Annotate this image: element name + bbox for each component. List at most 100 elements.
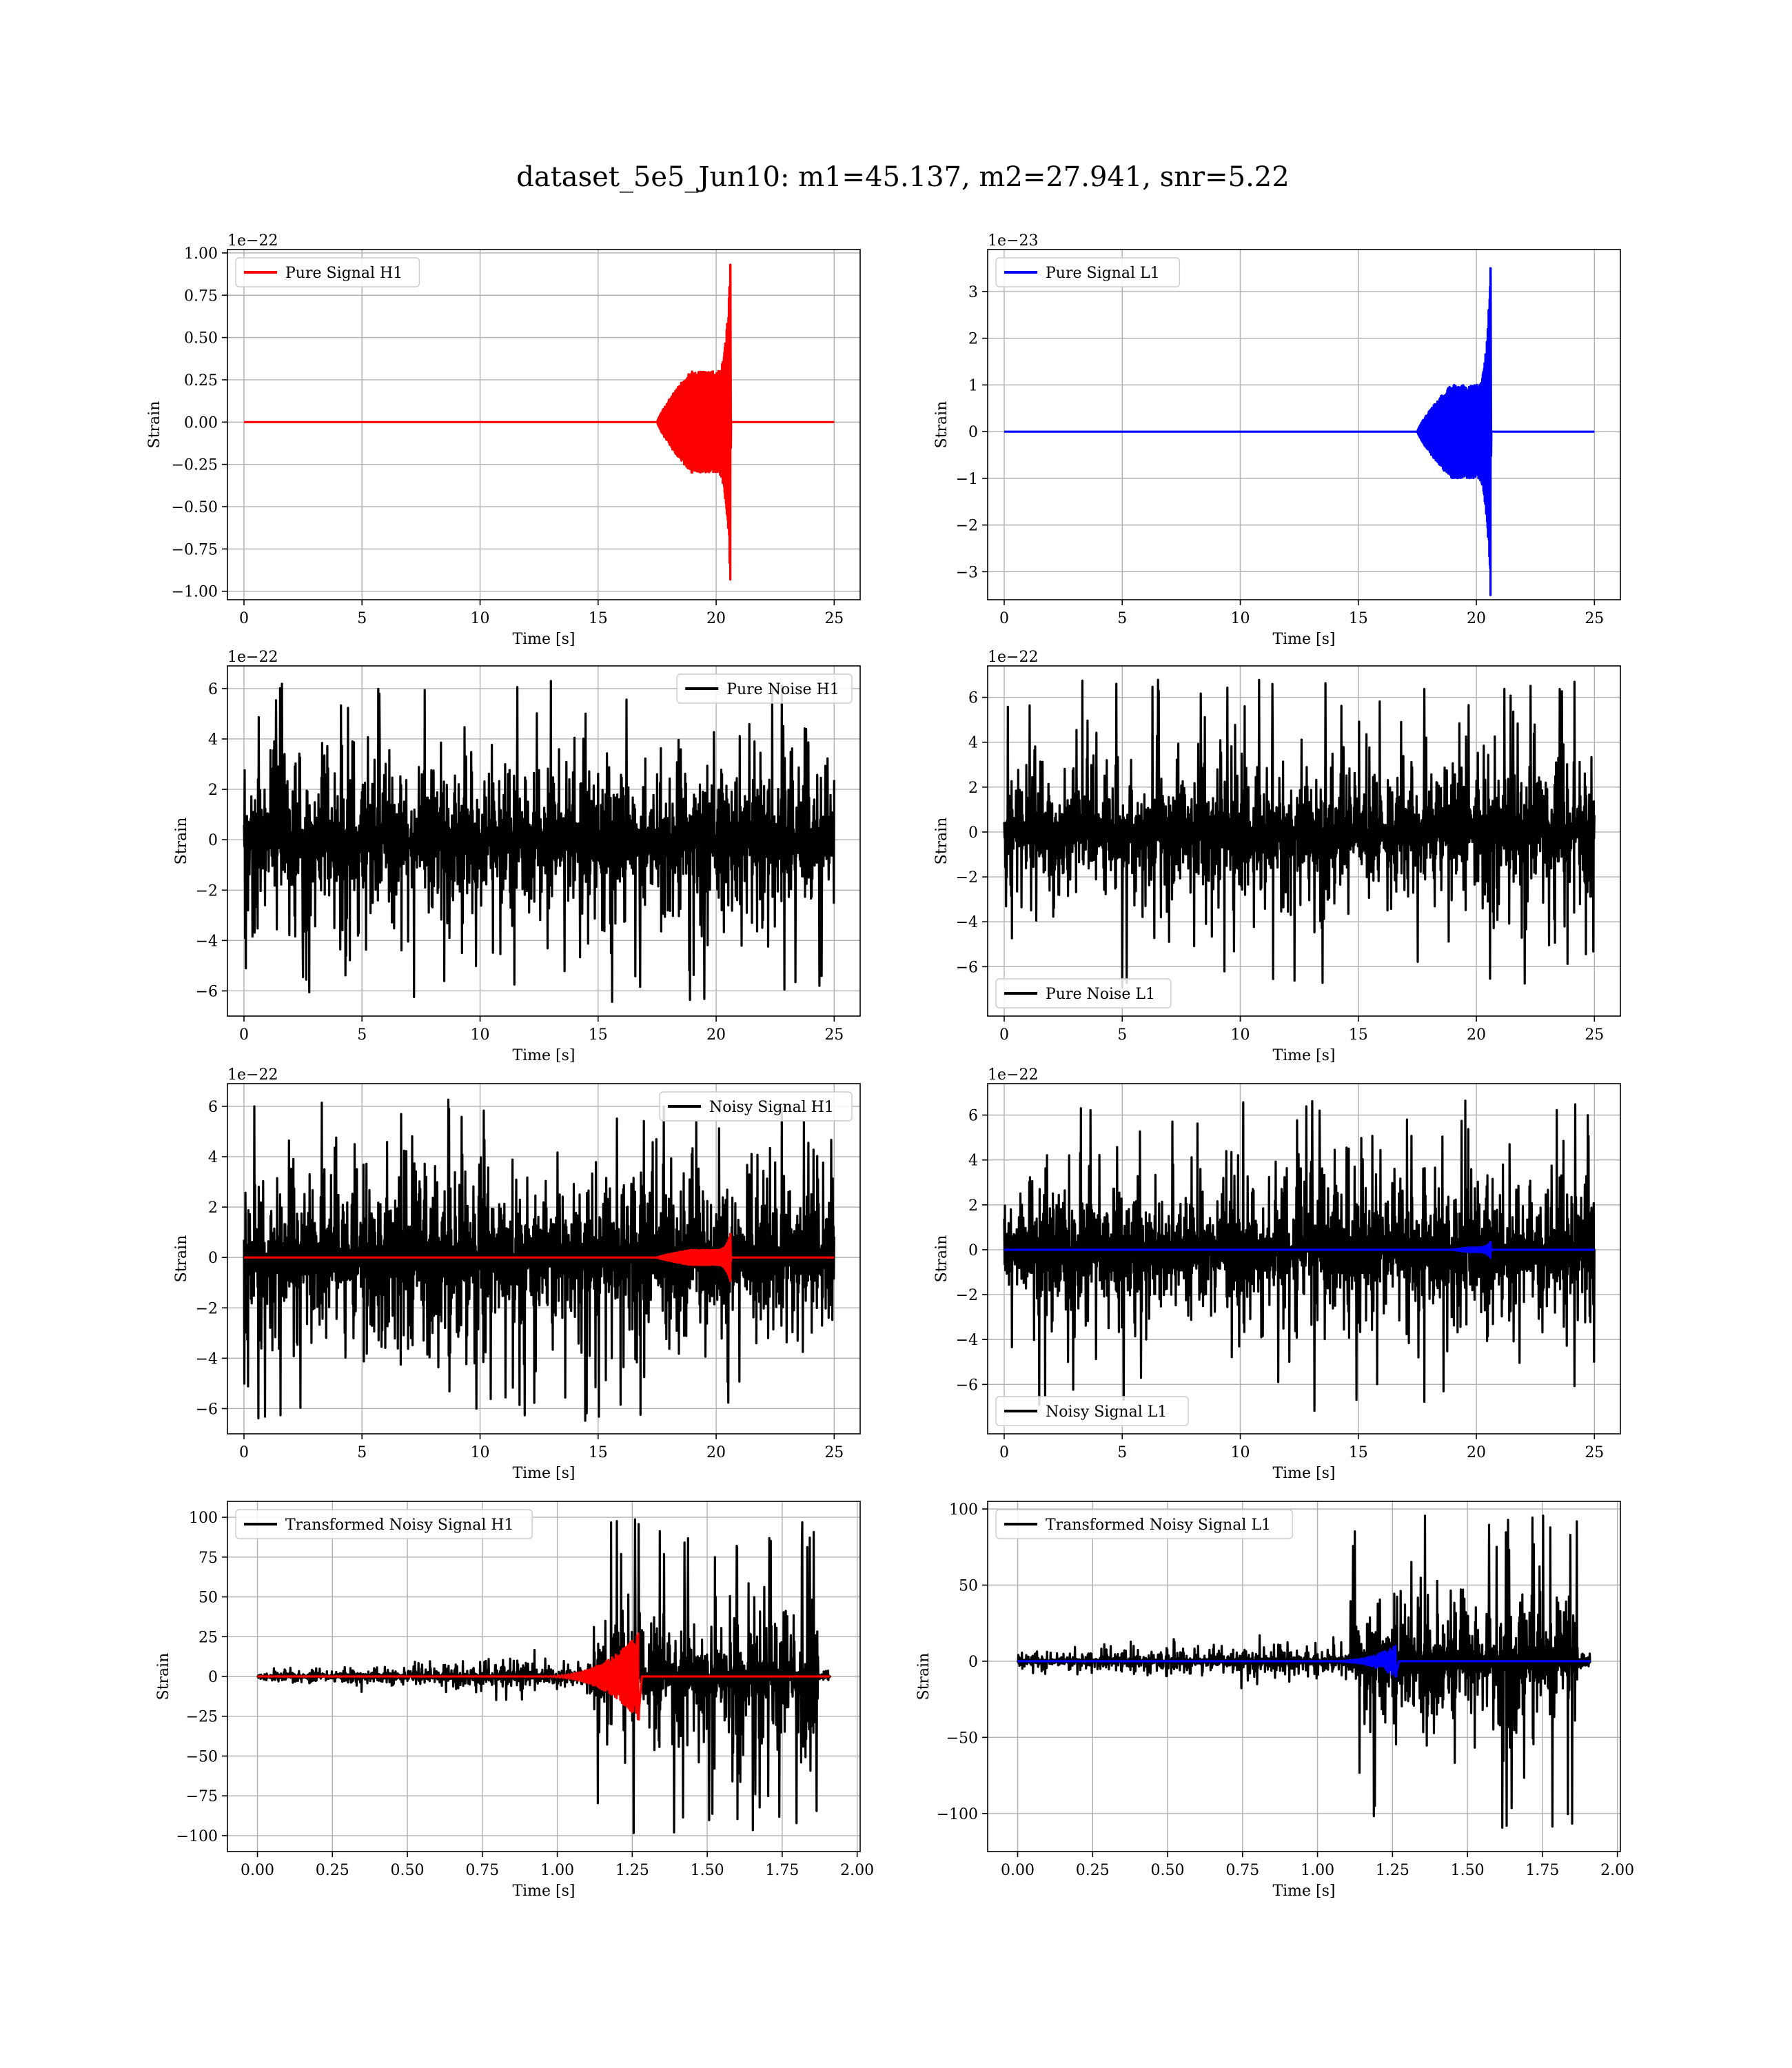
x-tick-label: 0.50 — [1151, 1862, 1185, 1879]
legend-box — [995, 978, 1172, 1008]
y-tick-label: −6 — [196, 1401, 218, 1418]
x-axis-label: Time [s] — [1272, 631, 1335, 648]
y-tick-label: 1 — [968, 377, 978, 394]
y-tick-label: 6 — [968, 1108, 978, 1125]
y-tick-label: −75 — [186, 1788, 218, 1805]
legend: Transformed Noisy Signal L1 — [995, 1509, 1293, 1539]
x-tick-label: 15 — [589, 1026, 608, 1044]
y-tick-label: 50 — [959, 1577, 978, 1594]
series-line-overlay-1 — [256, 1632, 831, 1721]
x-axis-label: Time [s] — [512, 631, 575, 648]
subplots: 0 5 10 15 20 25−1.00−0.75−0.50−0.250.000.250.… — [146, 232, 1634, 1900]
x-tick-label: 1.75 — [1525, 1862, 1559, 1879]
plot-area — [256, 1518, 832, 1834]
x-tick-label: 1.50 — [691, 1862, 724, 1879]
x-tick-label: 20 — [706, 1444, 726, 1461]
x-tick-label: 0.75 — [465, 1862, 499, 1879]
series-line-pure-signal-l1 — [1003, 1241, 1596, 1259]
legend: Pure Noise H1 — [676, 673, 853, 704]
series-line-noisy-signal-h1 — [243, 1098, 835, 1422]
y-tick-label: −4 — [956, 914, 978, 931]
x-tick-label: 10 — [1231, 610, 1250, 627]
series-line-pure-signal-l1 — [1003, 267, 1596, 596]
subplot-noisy-signal-l1: 0 5 10 15 20 25 −6 −4 −2 0 2 4 6 Time [s] Strain 1e−22 N… — [933, 1066, 1621, 1482]
x-tick-label: 0 — [999, 1026, 1009, 1044]
subplot-pure-signal-h1: 0 5 10 15 20 25 −1.00 −0.75 −0.50 −0.25 0.00 0.25 0.… — [146, 232, 861, 648]
x-axis-label: Time [s] — [1272, 1047, 1335, 1064]
legend: Pure Signal H1 — [235, 257, 420, 287]
x-tick-label: 15 — [1349, 610, 1368, 627]
x-tick-label: 1.25 — [1376, 1862, 1409, 1879]
x-tick-label: 0 — [239, 1444, 249, 1461]
legend: Pure Noise L1 — [995, 978, 1172, 1008]
x-tick-label: 0 — [239, 1026, 249, 1044]
x-tick-label: 5 — [357, 610, 367, 627]
figure-title: dataset_5e5_Jun10: m1=45.137, m2=27.941,… — [516, 161, 1289, 193]
axes-frame — [227, 665, 861, 1017]
x-tick-label: 20 — [1467, 1444, 1486, 1461]
axes-frame — [987, 1083, 1621, 1435]
legend-label: Pure Noise L1 — [1046, 986, 1155, 1003]
axis-offset-text: 1e−22 — [227, 649, 278, 666]
x-tick-label: 25 — [824, 610, 844, 627]
axes-frame — [227, 249, 861, 600]
y-tick-label: 4 — [968, 735, 978, 752]
x-tick-label: 15 — [589, 1444, 608, 1461]
x-tick-label: 2.00 — [840, 1862, 874, 1879]
y-tick-label: −0.25 — [172, 457, 218, 474]
legend-label: Noisy Signal L1 — [1046, 1403, 1167, 1421]
y-axis-label: Strain — [933, 401, 950, 449]
y-tick-label: 2 — [208, 782, 218, 799]
subplot-pure-signal-l1: 0 5 10 15 20 25 −3 −2 −1 0 1 2 3 Time [s] Strain 1e−23 P… — [933, 232, 1621, 648]
subplot-pure-noise-l1: 0 5 10 15 20 25 −6 −4 −2 0 2 4 6 Time [s] Strain 1e−22 P… — [933, 649, 1621, 1064]
y-tick-label: 4 — [208, 731, 218, 749]
y-tick-label: −2 — [196, 1300, 218, 1317]
x-tick-label: 0 — [999, 1444, 1009, 1461]
series-line-pure-noise-l1 — [1003, 678, 1596, 989]
y-tick-label: 0 — [968, 1242, 978, 1259]
subplot-transformed-noisy-signal-h1: 0.00 0.25 0.50 0.75 1.00 1.25 1.50 1.75 2.00 −100… — [155, 1501, 874, 1900]
legend-box — [235, 257, 420, 287]
plot-area — [243, 680, 835, 1003]
series-line-overlay-1 — [1017, 1645, 1591, 1678]
y-tick-label: −50 — [186, 1748, 218, 1765]
x-tick-label: 20 — [706, 610, 726, 627]
y-tick-label: −0.50 — [172, 499, 218, 516]
x-tick-label: 5 — [357, 1026, 367, 1044]
y-axis-label: Strain — [933, 818, 950, 865]
y-tick-label: −1.00 — [172, 584, 218, 601]
x-tick-label: 25 — [824, 1026, 844, 1044]
x-tick-label: 10 — [1231, 1444, 1250, 1461]
y-axis-label: Strain — [155, 1653, 172, 1701]
x-tick-label: 0.75 — [1225, 1862, 1259, 1879]
legend-label: Noisy Signal H1 — [709, 1099, 834, 1116]
legend-box — [995, 1396, 1189, 1426]
y-tick-label: 2 — [968, 331, 978, 348]
y-tick-label: 75 — [198, 1550, 218, 1567]
subplot-pure-noise-h1: 0 5 10 15 20 25 −6 −4 −2 0 2 4 6 Time [s] Strain 1e−22 P… — [173, 649, 861, 1064]
y-tick-label: 6 — [208, 1099, 218, 1116]
y-axis-label: Strain — [173, 818, 190, 865]
plot-area — [1003, 1099, 1596, 1412]
axis-offset-text: 1e−22 — [988, 1066, 1038, 1084]
y-tick-label: −6 — [196, 983, 218, 1000]
y-tick-label: 25 — [198, 1629, 218, 1646]
y-tick-label: −100 — [176, 1828, 218, 1845]
x-tick-label: 1.00 — [540, 1862, 574, 1879]
x-tick-label: 25 — [824, 1444, 844, 1461]
y-tick-label: −1 — [956, 471, 978, 488]
legend-box — [995, 257, 1181, 287]
axes-frame — [987, 665, 1621, 1017]
x-tick-label: 20 — [706, 1026, 726, 1044]
axis-offset-text: 1e−22 — [988, 649, 1038, 666]
y-tick-label: 0 — [968, 824, 978, 842]
y-tick-label: 0 — [968, 1654, 978, 1671]
x-tick-label: 5 — [357, 1444, 367, 1461]
y-tick-label: −2 — [956, 518, 978, 535]
y-tick-label: 0 — [208, 1669, 218, 1686]
legend-box — [676, 673, 853, 704]
y-tick-label: 0.75 — [184, 287, 218, 305]
axes-frame — [987, 1501, 1621, 1852]
series-line-pure-noise-h1 — [243, 680, 835, 1003]
